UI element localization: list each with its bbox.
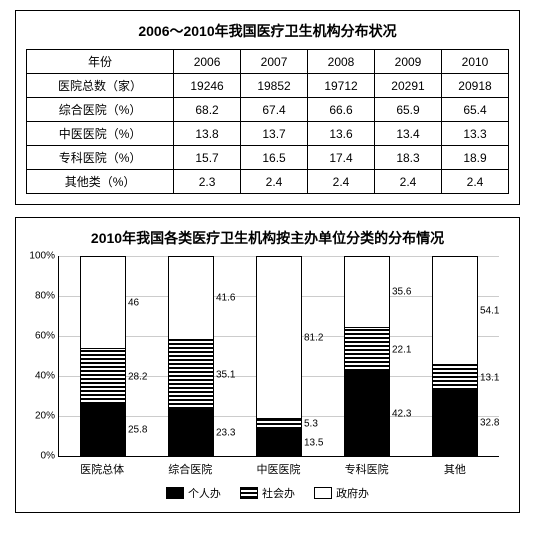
bar-segment: 13.5 bbox=[256, 429, 302, 456]
bar-value-label: 13.1 bbox=[480, 372, 499, 383]
legend-item: 政府办 bbox=[314, 485, 369, 501]
table-header-cell: 2006 bbox=[174, 50, 241, 74]
bar-value-label: 25.8 bbox=[128, 425, 147, 436]
legend-label: 政府办 bbox=[336, 485, 369, 501]
bar-value-label: 81.2 bbox=[304, 332, 323, 343]
bar-group: 23.335.141.6 bbox=[168, 256, 214, 456]
y-tick-label: 60% bbox=[27, 331, 55, 342]
table-row: 专科医院（%）15.716.517.418.318.9 bbox=[27, 146, 509, 170]
legend-swatch-icon bbox=[166, 487, 184, 499]
y-tick-label: 80% bbox=[27, 291, 55, 302]
bar-segment: 46 bbox=[80, 256, 126, 348]
bar-value-label: 28.2 bbox=[128, 371, 147, 382]
y-tick-label: 100% bbox=[27, 251, 55, 262]
legend-label: 社会办 bbox=[262, 485, 295, 501]
table-header-row: 年份 2006 2007 2008 2009 2010 bbox=[27, 50, 509, 74]
table-header-cell: 2010 bbox=[441, 50, 508, 74]
x-tick-label: 专科医院 bbox=[344, 461, 390, 477]
legend-item: 个人办 bbox=[166, 485, 221, 501]
legend-swatch-icon bbox=[240, 487, 258, 499]
table-title: 2006～2010年我国医疗卫生机构分布状况 bbox=[26, 21, 509, 41]
table-row: 综合医院（%）68.267.466.665.965.4 bbox=[27, 98, 509, 122]
table-panel: 2006～2010年我国医疗卫生机构分布状况 年份 2006 2007 2008… bbox=[15, 10, 520, 205]
bar-group: 25.828.246 bbox=[80, 256, 126, 456]
bar-value-label: 54.1 bbox=[480, 305, 499, 316]
table-header-cell: 2008 bbox=[308, 50, 375, 74]
bar-value-label: 23.3 bbox=[216, 427, 235, 438]
y-tick-label: 0% bbox=[27, 451, 55, 462]
bar-value-label: 41.6 bbox=[216, 293, 235, 304]
chart-panel: 2010年我国各类医疗卫生机构按主办单位分类的分布情况 0% 20% 40% 60% 8… bbox=[15, 217, 520, 513]
bar-value-label: 35.6 bbox=[392, 287, 411, 298]
bar-segment: 54.1 bbox=[432, 256, 478, 364]
chart-title: 2010年我国各类医疗卫生机构按主办单位分类的分布情况 bbox=[26, 228, 509, 248]
bar-group: 13.55.381.2 bbox=[256, 256, 302, 456]
x-tick-label: 中医医院 bbox=[255, 461, 301, 477]
bar-segment: 22.1 bbox=[344, 327, 390, 371]
bar-segment: 23.3 bbox=[168, 409, 214, 456]
table-header-cell: 年份 bbox=[27, 50, 174, 74]
bars-container: 25.828.24623.335.141.613.55.381.242.322.… bbox=[59, 256, 499, 456]
bar-segment: 35.6 bbox=[344, 256, 390, 327]
y-tick-label: 20% bbox=[27, 411, 55, 422]
bar-group: 32.813.154.1 bbox=[432, 256, 478, 456]
table-header-cell: 2007 bbox=[241, 50, 308, 74]
bar-value-label: 46 bbox=[128, 297, 139, 308]
table-row: 其他类（%）2.32.42.42.42.4 bbox=[27, 170, 509, 194]
y-tick-label: 40% bbox=[27, 371, 55, 382]
bar-segment: 5.3 bbox=[256, 418, 302, 429]
bar-value-label: 13.5 bbox=[304, 437, 323, 448]
bar-segment: 13.1 bbox=[432, 364, 478, 390]
bar-segment: 41.6 bbox=[168, 256, 214, 339]
bar-segment: 32.8 bbox=[432, 390, 478, 456]
legend-label: 个人办 bbox=[188, 485, 221, 501]
table-row: 医院总数（家）1924619852197122029120918 bbox=[27, 74, 509, 98]
table-header-cell: 2009 bbox=[375, 50, 442, 74]
bar-segment: 81.2 bbox=[256, 256, 302, 418]
bar-value-label: 35.1 bbox=[216, 369, 235, 380]
table-row: 中医医院（%）13.813.713.613.413.3 bbox=[27, 122, 509, 146]
chart-legend: 个人办 社会办 政府办 bbox=[26, 485, 509, 502]
x-axis-labels: 医院总体 综合医院 中医医院 专科医院 其他 bbox=[58, 461, 499, 477]
legend-item: 社会办 bbox=[240, 485, 295, 501]
data-table: 年份 2006 2007 2008 2009 2010 医院总数（家）19246… bbox=[26, 49, 509, 194]
x-tick-label: 其他 bbox=[432, 461, 478, 477]
x-tick-label: 医院总体 bbox=[79, 461, 125, 477]
bar-segment: 25.8 bbox=[80, 404, 126, 456]
bar-value-label: 32.8 bbox=[480, 418, 499, 429]
legend-swatch-icon bbox=[314, 487, 332, 499]
x-tick-label: 综合医院 bbox=[167, 461, 213, 477]
bar-value-label: 42.3 bbox=[392, 408, 411, 419]
bar-group: 42.322.135.6 bbox=[344, 256, 390, 456]
bar-segment: 28.2 bbox=[80, 348, 126, 404]
bar-value-label: 5.3 bbox=[304, 419, 318, 430]
bar-segment: 42.3 bbox=[344, 371, 390, 456]
chart-plot-area: 0%20%40%60%80%100%25.828.24623.335.141.6… bbox=[58, 256, 499, 457]
bar-value-label: 22.1 bbox=[392, 344, 411, 355]
bar-segment: 35.1 bbox=[168, 339, 214, 409]
